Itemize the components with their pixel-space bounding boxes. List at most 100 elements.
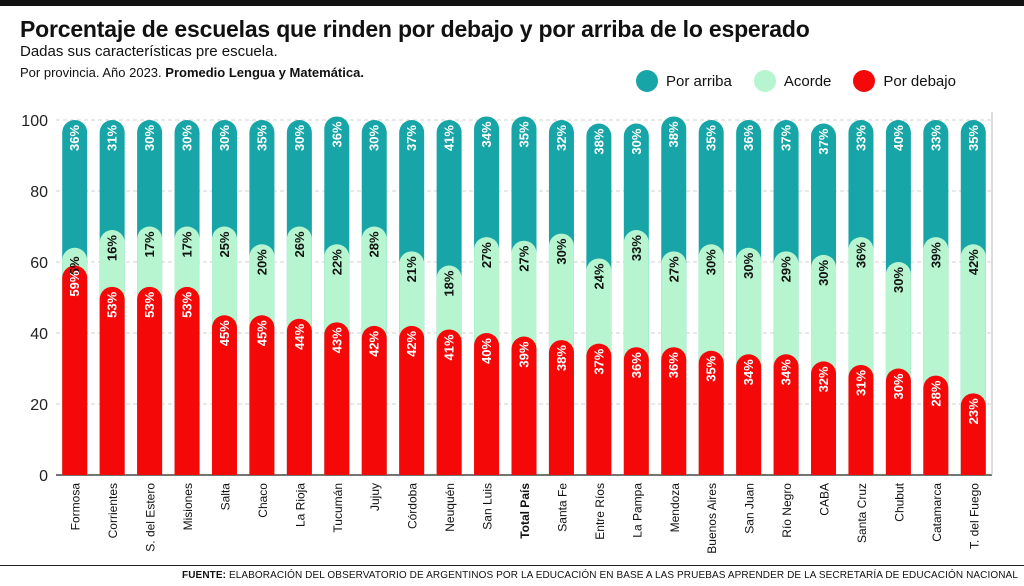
- label-por-arriba-salta: 30%: [217, 125, 232, 151]
- y-tick-label: 60: [30, 255, 48, 272]
- y-tick-label: 40: [30, 326, 48, 343]
- bar-por-debajo-mendoza: [661, 347, 687, 475]
- label-por-debajo-catamarca: 28%: [928, 380, 943, 406]
- label-por-debajo-formosa: 59%: [67, 270, 82, 296]
- label-por-debajo-mendoza: 36%: [666, 352, 681, 378]
- x-tick-label-jujuy: Jujuy: [368, 483, 382, 511]
- label-por-debajo-entre-rios: 37%: [591, 348, 606, 374]
- bar-por-debajo-total-pais: [511, 336, 537, 475]
- x-tick-label-misiones: Misiones: [181, 483, 195, 530]
- label-acorde-salta: 25%: [217, 231, 232, 257]
- x-tick-label-s-del-estero: S. del Estero: [144, 483, 158, 552]
- label-por-debajo-rio-negro: 34%: [779, 359, 794, 385]
- label-por-debajo-santa-cruz: 31%: [853, 370, 868, 396]
- legend-swatch-por-debajo: [853, 70, 876, 92]
- label-por-arriba-chubut: 40%: [891, 125, 906, 151]
- label-acorde-total-pais: 27%: [517, 245, 532, 271]
- bar-por-debajo-buenos-aires: [698, 350, 724, 475]
- label-por-debajo-caba: 32%: [816, 366, 831, 392]
- label-acorde-formosa: 5%: [67, 256, 82, 275]
- bar-por-debajo-la-rioja: [286, 318, 312, 475]
- x-tick-label-buenos-aires: Buenos Aires: [705, 483, 719, 554]
- label-por-debajo-t-del-fuego: 23%: [966, 398, 981, 424]
- label-acorde-buenos-aires: 30%: [704, 249, 719, 275]
- label-acorde-la-rioja: 26%: [292, 231, 307, 257]
- bar-por-debajo-chaco: [249, 315, 275, 475]
- label-acorde-catamarca: 39%: [928, 242, 943, 268]
- x-tick-label-san-luis: San Luis: [481, 483, 495, 530]
- bar-por-debajo-neuquen: [436, 329, 462, 475]
- label-por-debajo-jujuy: 42%: [367, 330, 382, 356]
- label-por-arriba-san-luis: 34%: [479, 121, 494, 147]
- label-por-arriba-la-rioja: 30%: [292, 125, 307, 151]
- label-por-arriba-rio-negro: 37%: [779, 125, 794, 151]
- top-rule: [0, 0, 1024, 6]
- legend-label-acorde: Acorde: [783, 72, 832, 90]
- label-acorde-misiones: 17%: [180, 231, 195, 257]
- label-por-debajo-san-luis: 40%: [479, 338, 494, 364]
- source-footer: FUENTE: ELABORACIÓN DEL OBSERVATORIO DE …: [0, 565, 1024, 586]
- label-acorde-corrientes: 16%: [105, 235, 120, 261]
- x-tick-label-tucuman: Tucumán: [331, 483, 345, 533]
- bar-por-debajo-entre-rios: [586, 343, 612, 475]
- x-tick-label-santa-cruz: Santa Cruz: [855, 483, 869, 543]
- legend-item-por-arriba: Por arriba: [636, 70, 732, 92]
- x-tick-label-santa-fe: Santa Fe: [555, 483, 569, 532]
- label-por-arriba-san-juan: 36%: [741, 125, 756, 151]
- chart-legend: Por arriba Acorde Por debajo: [636, 70, 978, 92]
- label-por-debajo-buenos-aires: 35%: [704, 355, 719, 381]
- label-por-debajo-neuquen: 41%: [442, 334, 457, 360]
- label-acorde-t-del-fuego: 42%: [966, 249, 981, 275]
- legend-swatch-acorde: [753, 70, 776, 92]
- bar-por-debajo-formosa: [62, 265, 88, 475]
- label-por-arriba-mendoza: 38%: [666, 121, 681, 147]
- label-por-debajo-cordoba: 42%: [404, 330, 419, 356]
- label-acorde-santa-fe: 30%: [554, 238, 569, 264]
- legend-item-acorde: Acorde: [753, 70, 832, 92]
- y-tick-label: 20: [30, 397, 48, 414]
- bar-por-debajo-san-luis: [474, 333, 500, 475]
- x-tick-label-formosa: Formosa: [69, 483, 83, 531]
- label-acorde-chaco: 20%: [254, 249, 269, 275]
- label-por-debajo-la-pampa: 36%: [629, 352, 644, 378]
- stacked-bar-chart: 0 20 40 60 80 100 36% 5%59% Formosa 31% 16% 53% Corr…: [21, 112, 993, 554]
- label-por-debajo-total-pais: 39%: [517, 341, 532, 367]
- label-acorde-s-del-estero: 17%: [142, 231, 157, 257]
- legend-label-por-debajo: Por debajo: [883, 72, 956, 90]
- label-por-arriba-santa-cruz: 33%: [853, 125, 868, 151]
- label-por-arriba-corrientes: 31%: [105, 125, 120, 151]
- x-tick-label-catamarca: Catamarca: [930, 483, 944, 542]
- label-acorde-san-juan: 30%: [741, 252, 756, 278]
- chart-subtitle: Dadas sus características pre escuela.: [20, 43, 278, 60]
- label-por-arriba-entre-rios: 38%: [591, 128, 606, 154]
- label-acorde-caba: 30%: [816, 259, 831, 285]
- label-por-debajo-san-juan: 34%: [741, 359, 756, 385]
- label-por-arriba-misiones: 30%: [180, 125, 195, 151]
- label-acorde-entre-rios: 24%: [591, 263, 606, 289]
- x-tick-label-rio-negro: Río Negro: [780, 483, 794, 538]
- bar-por-debajo-t-del-fuego: [960, 393, 986, 475]
- bar-por-debajo-tucuman: [324, 322, 350, 475]
- x-tick-label-salta: Salta: [218, 483, 232, 511]
- label-por-arriba-s-del-estero: 30%: [142, 125, 157, 151]
- legend-swatch-por-arriba: [636, 70, 658, 92]
- label-por-debajo-corrientes: 53%: [105, 291, 120, 317]
- bar-por-debajo-jujuy: [361, 325, 387, 475]
- label-acorde-tucuman: 22%: [329, 249, 344, 275]
- bar-por-debajo-corrientes: [99, 286, 125, 475]
- bar-por-debajo-san-juan: [736, 354, 762, 475]
- x-tick-label-t-del-fuego: T. del Fuego: [967, 483, 981, 549]
- x-tick-label-total-pais: Total País: [518, 483, 532, 539]
- label-por-arriba-caba: 37%: [816, 128, 831, 154]
- bar-por-debajo-misiones: [174, 286, 200, 475]
- bar-por-debajo-caba: [811, 361, 837, 475]
- legend-label-por-arriba: Por arriba: [666, 72, 732, 90]
- label-por-debajo-chubut: 30%: [891, 373, 906, 399]
- x-tick-label-corrientes: Corrientes: [106, 483, 120, 538]
- x-tick-label-chubut: Chubut: [892, 482, 906, 521]
- label-por-debajo-s-del-estero: 53%: [142, 291, 157, 317]
- subtitle-detail-text: Por provincia. Año 2023.: [20, 65, 162, 80]
- x-tick-label-la-pampa: La Pampa: [630, 483, 644, 538]
- source-body: ELABORACIÓN DEL OBSERVATORIO DE ARGENTIN…: [228, 570, 1018, 581]
- label-por-arriba-buenos-aires: 35%: [704, 125, 719, 151]
